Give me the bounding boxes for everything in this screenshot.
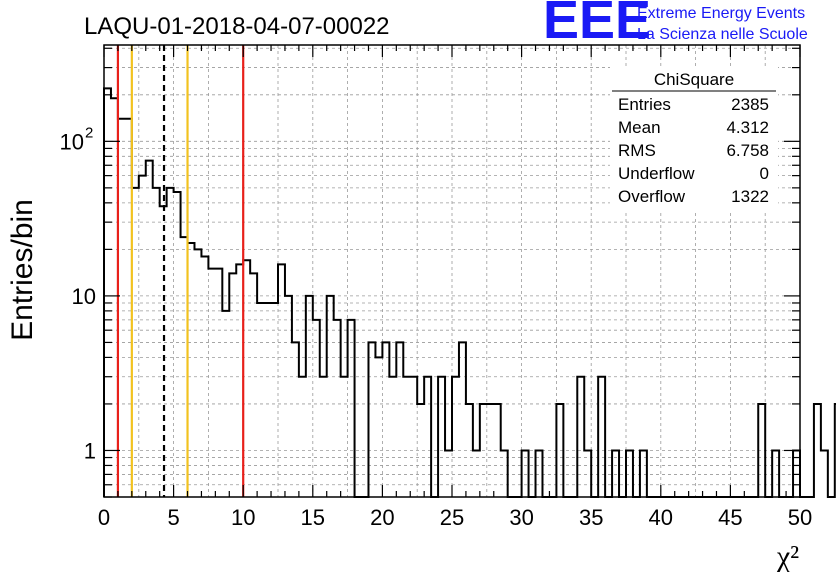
stats-row-value: 0: [760, 164, 769, 183]
histogram-bin: [459, 342, 466, 497]
stats-box: ChiSquare Entries 2385 Mean 4.312 RMS 6.758 Un…: [610, 66, 778, 212]
x-tick-label: 20: [370, 505, 394, 530]
x-tick-label: 40: [649, 505, 673, 530]
x-tick-label: 45: [718, 505, 742, 530]
x-tick-label: 30: [509, 505, 533, 530]
histogram-bin: [772, 450, 779, 497]
histogram-bin: [501, 450, 508, 497]
histogram-bin: [299, 377, 306, 497]
x-tick-label: 5: [167, 505, 179, 530]
y-tick-label-exponent: 2: [85, 124, 93, 141]
histogram-bin: [285, 296, 292, 497]
histogram-bin: [522, 450, 529, 497]
histogram-bin: [146, 161, 153, 497]
brand-line-1: Extreme Energy Events: [637, 5, 805, 22]
histogram-bin: [327, 296, 334, 497]
histogram-bin: [424, 377, 431, 497]
x-tick-label: 35: [579, 505, 603, 530]
histogram-bin: [250, 273, 257, 497]
y-tick-label: 10: [72, 284, 96, 309]
histogram-bin: [153, 188, 160, 497]
histogram-bin: [403, 377, 410, 497]
histogram-bin: [264, 303, 271, 497]
histogram-bin: [257, 303, 264, 497]
stats-row-label: Overflow: [618, 187, 686, 206]
histogram-bin: [313, 320, 320, 497]
stats-row-value: 2385: [731, 95, 769, 114]
histogram-bin: [320, 377, 327, 497]
stats-box-name: ChiSquare: [654, 70, 734, 89]
stats-row-value: 1322: [731, 187, 769, 206]
histogram-bin: [640, 450, 647, 497]
marker-lines-layer: [116, 45, 245, 497]
x-tick-label: 15: [301, 505, 325, 530]
histogram-bin: [598, 377, 605, 497]
stats-row-label: Entries: [618, 95, 671, 114]
histogram-bin: [612, 450, 619, 497]
histogram-bin: [271, 303, 278, 497]
y-tick-label: 10: [60, 129, 84, 154]
chart-title: LAQU-01-2018-04-07-00022: [84, 13, 390, 40]
stats-rows: Entries 2385 Mean 4.312 RMS 6.758 Underflow 0 Ov…: [618, 95, 769, 206]
histogram-bin: [487, 404, 494, 497]
histogram-bin: [292, 342, 299, 497]
histogram-bin: [626, 450, 633, 497]
stats-row-value: 4.312: [726, 118, 769, 137]
histogram-bin: [194, 249, 201, 497]
histogram-bin: [494, 404, 501, 497]
histogram-bin: [341, 377, 348, 497]
stats-row-label: RMS: [618, 141, 656, 160]
histogram-bin: [278, 264, 285, 497]
histogram-bin: [445, 450, 452, 497]
histogram-bin: [417, 404, 424, 497]
histogram-bin: [167, 188, 174, 497]
x-tick-label: 0: [98, 505, 110, 530]
histogram-bin: [556, 404, 563, 497]
grid-layer: [104, 45, 800, 497]
histogram-bin: [473, 450, 480, 497]
histogram-bin: [375, 357, 382, 497]
histogram-bin: [480, 404, 487, 497]
x-tick-label: 25: [440, 505, 464, 530]
histogram-bin: [382, 342, 389, 497]
brand-line-2: La Scienza nelle Scuole: [637, 26, 808, 43]
stats-row-label: Underflow: [618, 164, 695, 183]
histogram-bin: [814, 404, 821, 497]
stats-row-label: Mean: [618, 118, 661, 137]
histogram-bin: [758, 404, 765, 497]
histogram-bin: [821, 450, 828, 497]
histogram-bin: [139, 176, 146, 497]
x-tick-label: 50: [788, 505, 812, 530]
histogram-bin: [368, 342, 375, 497]
stats-box-background: [610, 66, 778, 212]
histogram-bin: [229, 273, 236, 497]
y-axis-title: Entries/bin: [6, 199, 39, 341]
histogram-bin: [215, 269, 222, 497]
histogram-bin: [536, 450, 543, 497]
histogram-bin: [452, 377, 459, 497]
x-tick-label: 10: [231, 505, 255, 530]
histogram-bin: [334, 320, 341, 497]
histogram-bin: [389, 377, 396, 497]
histogram-bin: [222, 311, 229, 497]
histogram-bin: [466, 404, 473, 497]
histogram-bin: [174, 192, 181, 497]
x-axis-title: χ²: [776, 540, 799, 572]
histogram-bin: [208, 269, 215, 497]
histogram-bin: [396, 342, 403, 497]
histogram-bin: [201, 256, 208, 497]
histogram-bin: [410, 377, 417, 497]
histogram-bin: [348, 320, 355, 497]
histogram-bin: [104, 88, 111, 497]
histogram-bin: [577, 377, 584, 497]
y-tick-label: 1: [84, 438, 96, 463]
eee-logo-letters: EEE: [543, 0, 651, 50]
stats-row-value: 6.758: [726, 141, 769, 160]
histogram-bin: [306, 296, 313, 497]
histogram-bin: [584, 450, 591, 497]
histogram-bin: [438, 377, 445, 497]
